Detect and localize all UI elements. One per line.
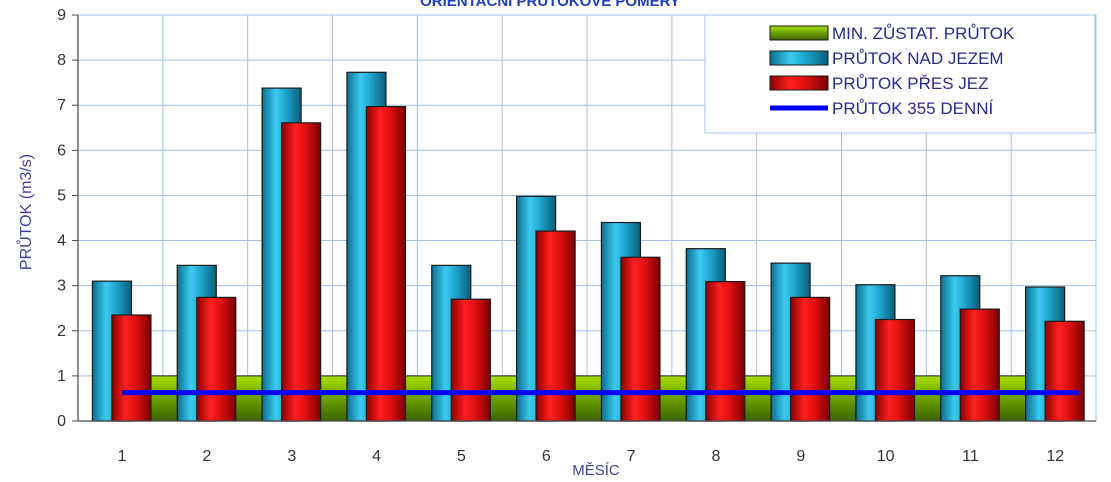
legend-label: PRŮTOK 355 DENNÍ — [832, 99, 994, 118]
bar-flow-over-weir — [365, 105, 407, 422]
y-tick-label: 0 — [57, 413, 66, 430]
y-tick-label: 4 — [57, 233, 66, 250]
x-tick-label: 3 — [287, 448, 296, 465]
x-tick-label: 8 — [711, 448, 720, 465]
bar-flow-over-weir — [789, 296, 831, 422]
bar-flow-over-weir — [959, 308, 1000, 422]
x-tick-label: 1 — [118, 448, 127, 465]
bar-flow-over-weir — [196, 296, 237, 422]
y-tick-label: 8 — [57, 52, 66, 69]
bar-flow-over-weir — [705, 281, 746, 422]
x-tick-label: 12 — [1046, 448, 1064, 465]
legend-label: MIN. ZŮSTAT. PRŮTOK — [832, 24, 1015, 43]
legend-swatch — [769, 50, 829, 66]
x-tick-label: 6 — [542, 448, 551, 465]
bar-flow-over-weir — [1044, 320, 1085, 422]
bars-layer — [91, 71, 1085, 422]
y-tick-label: 5 — [57, 187, 66, 204]
chart-title: ORIENTAČNÍ PRŮTOKOVÉ POMĚRY — [420, 0, 680, 10]
bar-flow-over-weir — [874, 318, 916, 422]
x-tick-label: 4 — [372, 448, 381, 465]
bar-flow-over-weir — [281, 122, 322, 422]
legend-swatch — [769, 75, 829, 91]
x-tick-label: 5 — [457, 448, 466, 465]
bar-flow-over-weir — [111, 314, 152, 422]
y-tick-label: 9 — [57, 7, 66, 24]
bar-flow-over-weir — [535, 230, 576, 422]
x-tick-label: 9 — [796, 448, 805, 465]
x-tick-label: 10 — [877, 448, 895, 465]
y-tick-label: 2 — [57, 323, 66, 340]
x-tick-label: 2 — [202, 448, 211, 465]
bar-flow-over-weir — [450, 298, 491, 422]
x-tick-label: 7 — [627, 448, 636, 465]
bar-flow-over-weir — [620, 256, 661, 422]
legend-label: PRŮTOK NAD JEZEM — [832, 49, 1004, 68]
x-axis-title: MĚSÍC — [572, 462, 620, 477]
y-tick-label: 6 — [57, 142, 66, 159]
x-tick-label: 11 — [962, 448, 979, 465]
y-tick-label: 7 — [57, 97, 66, 114]
legend-swatch — [769, 25, 829, 41]
legend: MIN. ZŮSTAT. PRŮTOK PRŮTOK NAD JEZEM PRŮTO… — [704, 14, 1096, 134]
y-tick-label: 1 — [57, 368, 66, 385]
legend-label: PRŮTOK PŘES JEZ — [832, 74, 989, 93]
y-tick-label: 3 — [57, 278, 66, 295]
y-axis-title: PRŮTOK (m3/s) — [16, 154, 35, 270]
